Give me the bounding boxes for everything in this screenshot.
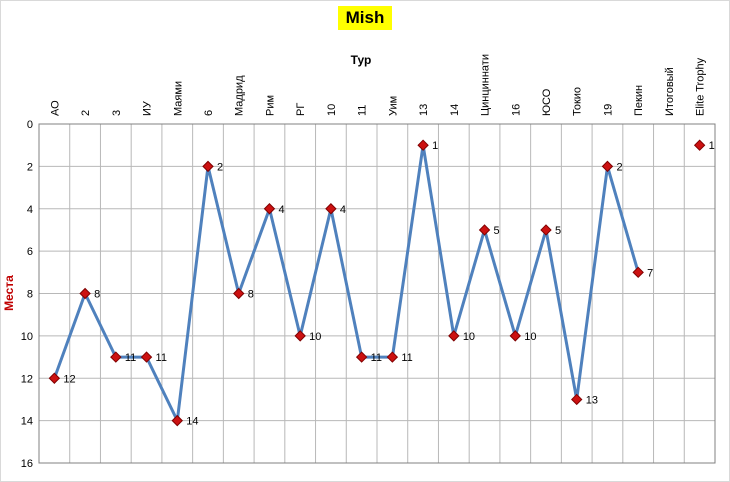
- y-tick-label: 6: [27, 246, 33, 258]
- data-point-marker: [386, 351, 399, 363]
- data-point-label: 5: [494, 225, 500, 237]
- data-point-marker: [233, 287, 245, 300]
- x-category-label: РГ: [295, 103, 307, 116]
- data-point-label: 11: [156, 352, 167, 364]
- x-category-label: 13: [418, 104, 430, 116]
- data-point-label: 13: [586, 394, 598, 406]
- y-tick-label: 16: [21, 458, 33, 470]
- x-category-label: 10: [326, 104, 338, 116]
- data-point-marker: [601, 160, 614, 173]
- data-point-marker: [571, 393, 583, 406]
- y-tick-label: 14: [21, 416, 33, 428]
- data-point-label: 2: [217, 161, 223, 173]
- data-point-marker: [140, 351, 153, 363]
- data-point-marker: [417, 139, 429, 151]
- data-point-marker: [693, 139, 706, 151]
- data-point-marker: [540, 224, 552, 236]
- x-category-label: Цинциннати: [480, 54, 492, 116]
- data-point-marker: [448, 330, 460, 342]
- data-point-label: 10: [309, 331, 321, 343]
- y-axis-title: Места: [2, 275, 16, 311]
- x-category-label: Уим: [387, 96, 399, 116]
- data-point-label: 11: [125, 352, 136, 364]
- data-point-marker: [79, 287, 91, 300]
- data-point-marker: [632, 266, 644, 279]
- x-category-label: Маями: [172, 81, 184, 116]
- data-point-label: 7: [647, 267, 653, 279]
- y-tick-label: 10: [21, 331, 33, 343]
- y-tick-label: 2: [27, 161, 33, 173]
- x-category-label: 2: [80, 110, 92, 116]
- data-point-label: 8: [94, 289, 100, 301]
- data-point-marker: [325, 203, 337, 215]
- data-point-marker: [110, 351, 122, 363]
- data-point-label: 11: [371, 352, 382, 364]
- data-point-label: 4: [340, 204, 346, 216]
- data-point-label: 12: [63, 373, 75, 385]
- x-category-label: Elite Trophy: [695, 57, 707, 116]
- x-category-label: 3: [111, 110, 123, 116]
- chart-title: Mish: [337, 6, 393, 30]
- y-tick-label: 8: [27, 289, 33, 301]
- x-category-label: 19: [602, 104, 614, 116]
- data-point-marker: [478, 224, 491, 236]
- data-point-label: 5: [555, 225, 561, 237]
- data-point-marker: [294, 330, 306, 342]
- data-point-label: 1: [432, 140, 438, 152]
- data-point-label: 4: [278, 204, 284, 216]
- x-category-label: ЮСО: [541, 88, 553, 116]
- data-point-marker: [202, 160, 214, 173]
- x-category-label: 14: [449, 104, 461, 116]
- x-category-label: Токио: [572, 87, 584, 116]
- x-category-label: 16: [510, 104, 522, 116]
- y-tick-label: 12: [21, 373, 33, 385]
- data-point-label: 10: [524, 331, 536, 343]
- x-axis-title: Тур: [351, 53, 372, 67]
- y-tick-label: 0: [27, 119, 33, 131]
- x-category-label: ИУ: [142, 100, 154, 116]
- data-point-marker: [509, 330, 521, 342]
- data-point-label: 8: [248, 289, 254, 301]
- x-category-label: Пекин: [633, 85, 645, 116]
- plot-border: [38, 123, 716, 464]
- data-point-label: 10: [463, 331, 475, 343]
- data-point-label: 11: [401, 352, 412, 364]
- data-point-marker: [48, 372, 61, 384]
- x-category-label: АО: [49, 100, 61, 116]
- title-row: Mish: [1, 6, 729, 30]
- data-point-label: 14: [186, 416, 198, 428]
- data-point-marker: [171, 414, 183, 427]
- x-category-label: 11: [357, 105, 369, 116]
- x-category-label: Итоговый: [664, 67, 676, 116]
- x-category-label: Мадрид: [234, 75, 246, 116]
- y-tick-label: 4: [27, 204, 33, 216]
- x-category-label: Рим: [264, 95, 276, 116]
- x-category-label: 6: [203, 110, 215, 116]
- data-point-label: 2: [616, 161, 622, 173]
- data-point-marker: [263, 203, 276, 215]
- data-point-label: 1: [709, 140, 715, 152]
- data-point-marker: [355, 351, 368, 363]
